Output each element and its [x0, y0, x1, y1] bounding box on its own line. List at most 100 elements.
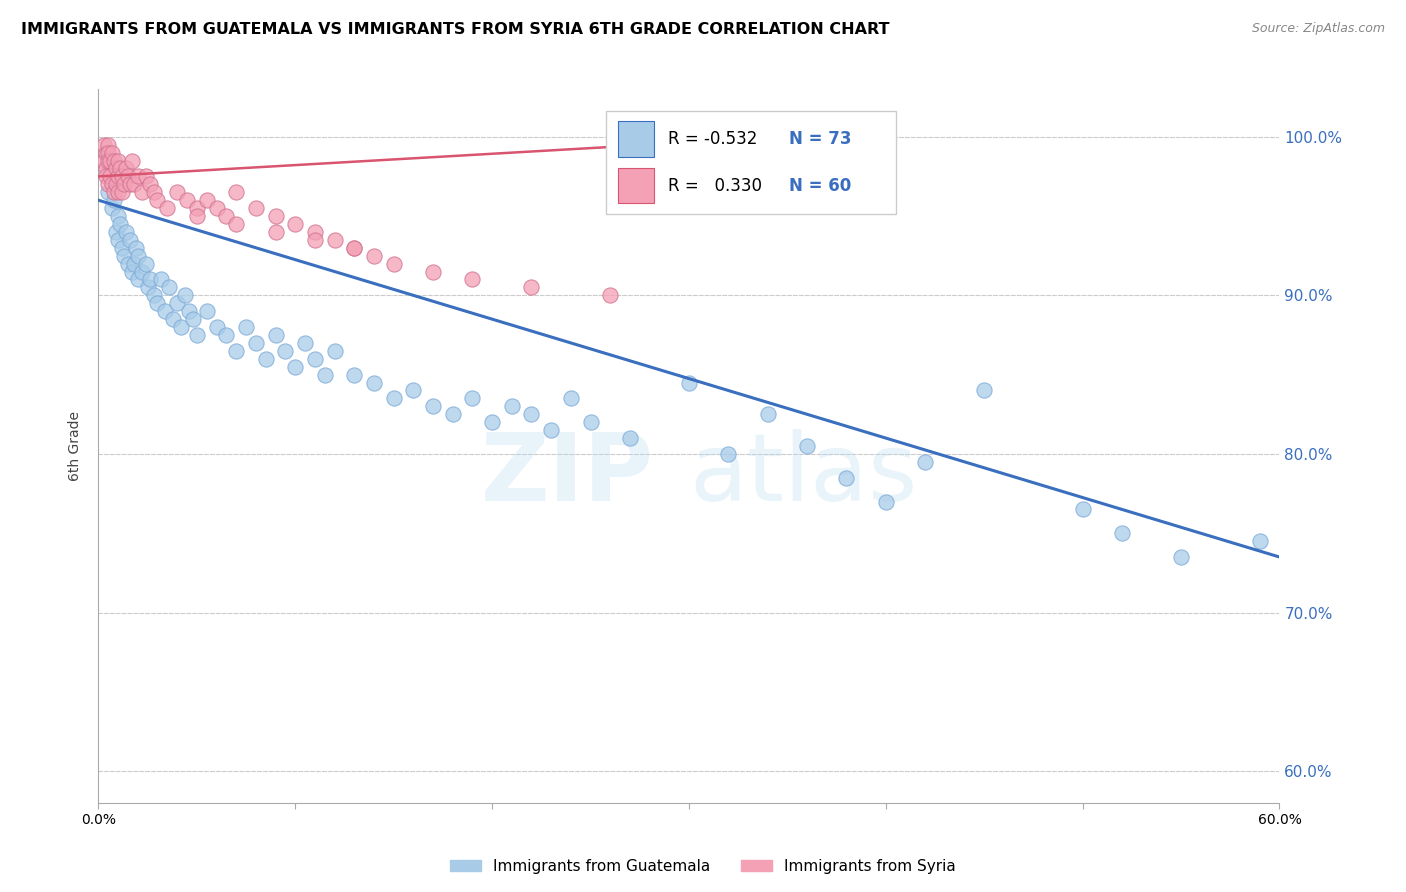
- Point: [135, 169, 157, 184]
- Point: [176, 193, 198, 207]
- Point: [111, 186, 134, 200]
- Point: [135, 257, 157, 271]
- Point: [461, 272, 484, 286]
- Point: [146, 193, 169, 207]
- Point: [118, 233, 141, 247]
- Point: [97, 186, 120, 200]
- Point: [101, 201, 124, 215]
- Point: [235, 320, 257, 334]
- Point: [138, 272, 160, 286]
- Point: [122, 178, 145, 192]
- Point: [142, 288, 165, 302]
- Point: [382, 392, 405, 406]
- Point: [136, 280, 159, 294]
- Point: [579, 415, 602, 429]
- Point: [107, 186, 129, 200]
- Point: [138, 178, 160, 192]
- Point: [98, 153, 121, 168]
- Point: [98, 169, 121, 184]
- Point: [166, 296, 188, 310]
- Point: [323, 343, 346, 358]
- Point: [125, 241, 148, 255]
- Point: [501, 400, 523, 414]
- Point: [363, 376, 385, 390]
- Point: [599, 288, 621, 302]
- Point: [225, 343, 247, 358]
- Point: [107, 233, 129, 247]
- Point: [205, 201, 228, 215]
- Point: [1111, 526, 1133, 541]
- Point: [127, 249, 149, 263]
- Point: [264, 328, 287, 343]
- Point: [520, 407, 543, 421]
- Point: [115, 225, 138, 239]
- Point: [461, 392, 484, 406]
- Point: [103, 186, 125, 200]
- Point: [402, 384, 425, 398]
- Legend: Immigrants from Guatemala, Immigrants from Syria: Immigrants from Guatemala, Immigrants fr…: [444, 853, 962, 880]
- Point: [121, 153, 143, 168]
- Point: [264, 225, 287, 239]
- Point: [131, 186, 153, 200]
- Text: N = 73: N = 73: [789, 130, 852, 148]
- Point: [111, 241, 134, 255]
- Point: [973, 384, 995, 398]
- Point: [131, 264, 153, 278]
- Point: [97, 178, 120, 192]
- Point: [121, 264, 143, 278]
- Point: [363, 249, 385, 263]
- Point: [245, 335, 267, 350]
- Point: [441, 407, 464, 421]
- Point: [619, 431, 641, 445]
- Point: [245, 201, 267, 215]
- Point: [117, 257, 139, 271]
- Point: [186, 209, 208, 223]
- Point: [96, 145, 118, 160]
- Point: [422, 400, 444, 414]
- Point: [93, 153, 115, 168]
- Point: [177, 304, 200, 318]
- Point: [170, 320, 193, 334]
- Point: [118, 178, 141, 192]
- Point: [195, 193, 218, 207]
- Point: [540, 423, 562, 437]
- Point: [150, 272, 173, 286]
- Point: [520, 280, 543, 294]
- Point: [107, 153, 129, 168]
- Point: [796, 439, 818, 453]
- Point: [1071, 502, 1094, 516]
- Point: [157, 280, 180, 294]
- Point: [756, 407, 779, 421]
- Text: R = -0.532: R = -0.532: [668, 130, 756, 148]
- Point: [107, 169, 129, 184]
- Point: [343, 241, 366, 255]
- Point: [101, 145, 124, 160]
- Point: [343, 368, 366, 382]
- Point: [717, 447, 740, 461]
- Point: [105, 161, 128, 176]
- Point: [481, 415, 503, 429]
- Point: [205, 320, 228, 334]
- Point: [117, 169, 139, 184]
- Point: [215, 209, 238, 223]
- Point: [284, 217, 307, 231]
- Point: [103, 153, 125, 168]
- Point: [96, 169, 118, 184]
- Point: [195, 304, 218, 318]
- Point: [678, 376, 700, 390]
- Point: [115, 161, 138, 176]
- Point: [225, 217, 247, 231]
- Text: R =   0.330: R = 0.330: [668, 177, 762, 194]
- Point: [875, 494, 897, 508]
- Point: [127, 272, 149, 286]
- Bar: [619, 121, 654, 157]
- Point: [97, 137, 120, 152]
- Point: [105, 225, 128, 239]
- Point: [294, 335, 316, 350]
- Point: [127, 169, 149, 184]
- Point: [155, 304, 177, 318]
- Point: [186, 328, 208, 343]
- Point: [103, 193, 125, 207]
- Bar: [619, 168, 654, 203]
- Point: [835, 471, 858, 485]
